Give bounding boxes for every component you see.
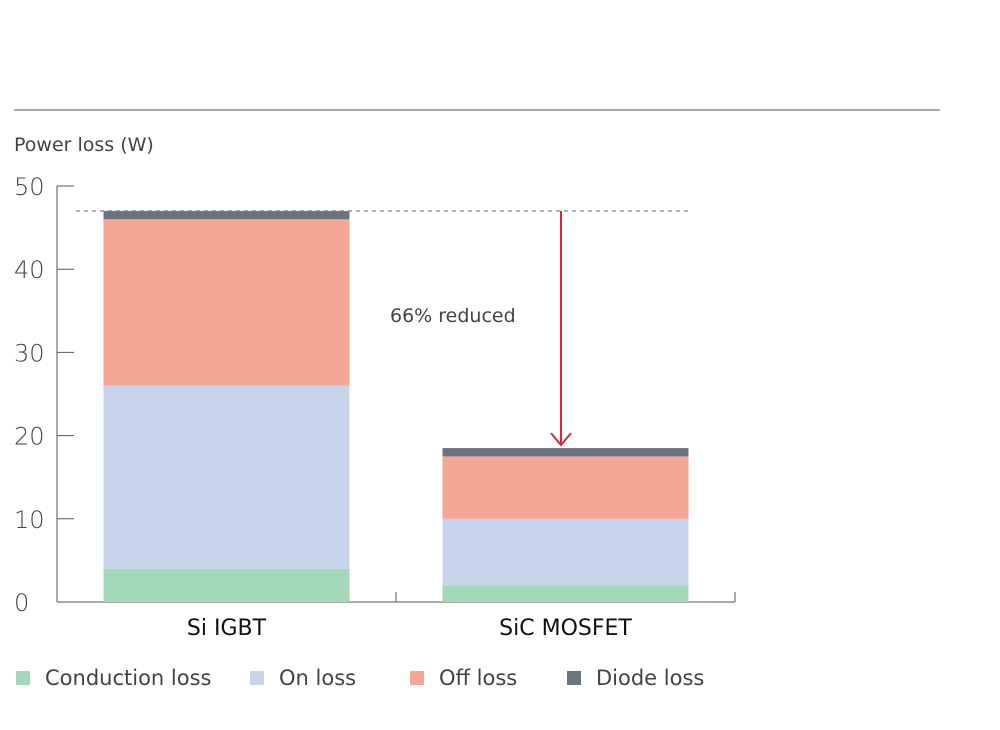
reduction-annotation: 66% reduced <box>76 210 690 447</box>
y-tick-label: 50 <box>14 173 45 201</box>
reduction-arrow-head <box>550 432 572 447</box>
y-tick-label: 20 <box>14 423 45 451</box>
bar-segment <box>442 585 689 602</box>
bar-segment <box>103 385 350 569</box>
bar-segment <box>103 219 350 386</box>
bar-segment <box>103 568 350 602</box>
y-axis: 0 10 20 30 40 50 <box>14 173 74 617</box>
y-tick-label: 30 <box>14 339 45 367</box>
x-tick-label: Si IGBT <box>187 616 267 641</box>
legend-label: Conduction loss <box>45 666 211 690</box>
legend-label: Diode loss <box>596 666 704 690</box>
bar-segment <box>442 456 689 519</box>
y-tick-label: 0 <box>14 589 29 617</box>
bars: Si IGBT SiC MOSFET <box>103 210 689 641</box>
bar-segment <box>442 518 689 586</box>
y-tick-label: 10 <box>14 506 45 534</box>
legend: Conduction loss On loss Off loss Diode loss <box>16 666 704 690</box>
bar-segment <box>103 210 350 220</box>
legend-label: Off loss <box>439 666 517 690</box>
reduction-label: 66% reduced <box>390 305 516 327</box>
bar-segment <box>442 448 689 457</box>
y-axis-label: Power loss (W) <box>14 134 154 156</box>
legend-swatch <box>410 671 424 685</box>
legend-swatch <box>16 671 30 685</box>
x-tick-label: SiC MOSFET <box>499 616 632 641</box>
legend-swatch <box>250 671 264 685</box>
legend-swatch <box>567 671 581 685</box>
legend-label: On loss <box>279 666 356 690</box>
y-tick-label: 40 <box>14 256 45 284</box>
